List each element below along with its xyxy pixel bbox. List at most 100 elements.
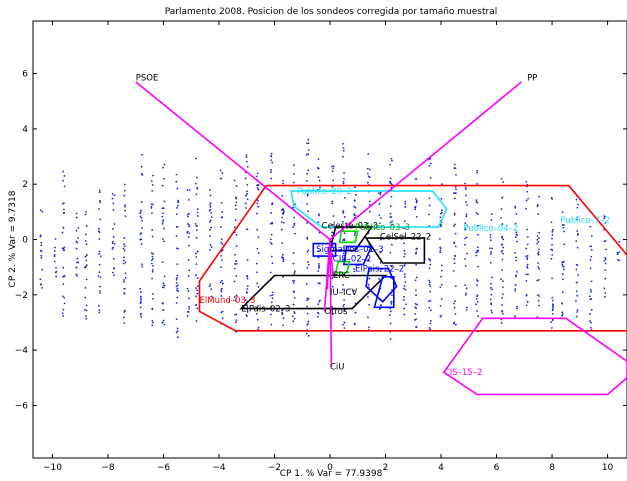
data-point: [188, 244, 190, 247]
data-point: [177, 199, 180, 202]
data-point: [151, 324, 154, 327]
data-point: [453, 224, 455, 227]
data-point: [151, 203, 154, 206]
data-point: [563, 230, 565, 233]
data-point: [343, 310, 346, 312]
data-point: [589, 326, 592, 329]
data-point: [208, 209, 211, 212]
data-point: [85, 225, 88, 227]
data-point: [429, 309, 432, 311]
data-point: [188, 269, 191, 272]
data-point: [150, 252, 153, 255]
data-point: [196, 208, 199, 211]
label-sigmados-01-3: SigmaDos–01–3: [316, 245, 384, 255]
data-point: [561, 263, 564, 266]
data-point: [55, 266, 57, 269]
data-point: [163, 240, 165, 243]
data-point: [161, 215, 164, 218]
data-point: [475, 279, 478, 281]
data-point: [404, 276, 406, 278]
data-point: [188, 297, 190, 300]
y-tick-label: 4: [22, 125, 28, 135]
magenta-hull: [442, 317, 627, 396]
data-point: [176, 284, 179, 287]
data-point: [124, 277, 127, 279]
data-point: [176, 327, 179, 330]
data-point: [500, 278, 502, 281]
data-point: [476, 300, 479, 303]
data-point: [306, 238, 309, 240]
data-point: [209, 248, 211, 251]
data-point: [414, 302, 417, 305]
data-point: [389, 212, 392, 215]
data-point: [453, 242, 456, 245]
data-point: [501, 235, 504, 238]
data-point: [195, 193, 198, 196]
data-point: [150, 262, 153, 265]
data-point: [515, 231, 518, 234]
data-point: [176, 263, 179, 266]
data-point: [246, 258, 249, 261]
data-point: [62, 266, 65, 269]
data-point: [163, 284, 165, 287]
data-point: [389, 216, 392, 218]
data-point: [439, 315, 442, 318]
data-point: [605, 248, 607, 251]
data-point: [353, 234, 356, 237]
data-point: [403, 285, 406, 287]
data-point: [455, 323, 457, 326]
data-point: [561, 311, 564, 314]
data-point: [39, 209, 42, 212]
data-point: [526, 263, 529, 266]
data-point: [464, 186, 467, 189]
data-point: [490, 303, 493, 306]
data-point: [561, 291, 564, 294]
data-point: [428, 279, 431, 282]
data-point: [452, 269, 455, 272]
data-point: [112, 209, 115, 211]
data-point: [208, 285, 211, 288]
data-point: [464, 237, 467, 240]
data-point: [439, 286, 442, 289]
data-point: [85, 264, 88, 267]
data-point: [416, 303, 418, 306]
data-point: [282, 258, 285, 261]
data-point: [221, 172, 224, 174]
data-point: [163, 227, 165, 230]
data-point: [176, 187, 179, 190]
data-point: [196, 215, 199, 217]
data-point: [85, 315, 87, 318]
data-point: [175, 302, 178, 304]
data-point: [439, 237, 441, 240]
label-cis-15-2: CIS–15–2: [444, 368, 483, 378]
data-point: [404, 235, 407, 237]
vector-psoe: [135, 81, 331, 241]
data-point: [151, 235, 154, 238]
data-point: [221, 211, 224, 213]
data-point: [466, 224, 468, 227]
data-point: [590, 298, 593, 300]
data-point: [389, 338, 392, 340]
data-point: [501, 249, 504, 252]
data-point: [575, 198, 578, 201]
data-point: [124, 261, 127, 264]
data-point: [317, 176, 320, 178]
data-point: [53, 249, 56, 252]
data-point: [151, 257, 154, 260]
data-point: [221, 282, 224, 285]
x-tick-label: 0: [327, 463, 333, 473]
data-point: [452, 322, 455, 325]
data-point: [489, 239, 492, 242]
data-point: [113, 194, 116, 197]
data-point: [465, 188, 467, 190]
data-point: [293, 297, 296, 299]
data-point: [515, 213, 518, 215]
data-point: [282, 256, 285, 259]
data-point: [514, 275, 517, 278]
label-publico-03-3: Publico–03–3: [355, 223, 410, 233]
data-point: [476, 246, 479, 249]
data-point: [140, 172, 143, 175]
data-point: [515, 259, 518, 262]
data-point: [366, 172, 369, 175]
data-point: [537, 213, 540, 216]
